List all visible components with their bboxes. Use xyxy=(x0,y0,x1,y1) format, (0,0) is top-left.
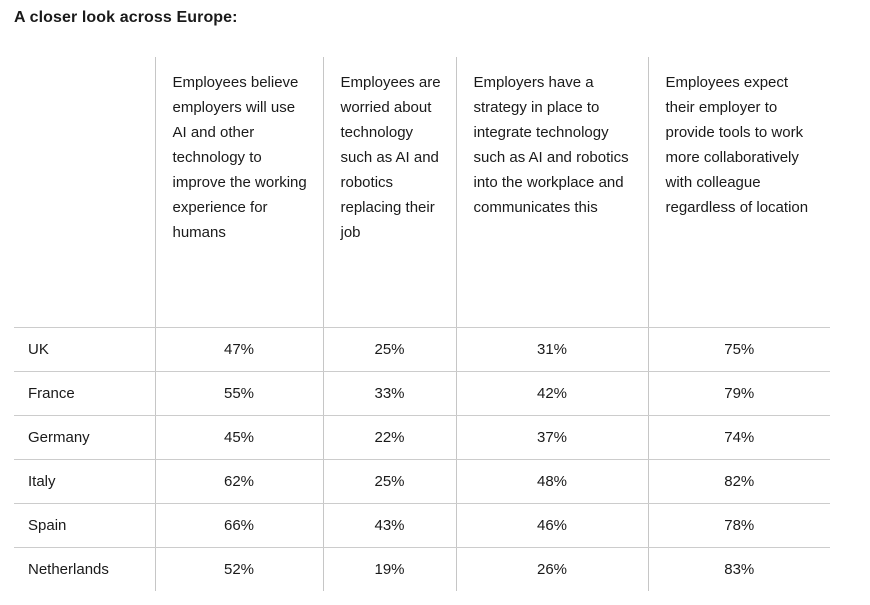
table-cell: 74% xyxy=(647,415,830,460)
table-cell: 48% xyxy=(455,459,648,504)
table-row-france: France 55% 33% 42% 79% xyxy=(14,371,830,416)
column-header-collaboration-tools: Employees expect their employer to provi… xyxy=(647,57,830,328)
table-cell: 33% xyxy=(322,371,456,416)
row-label: France xyxy=(14,371,155,416)
header-corner-cell xyxy=(14,57,155,328)
europe-comparison-table: Employees believe employers will use AI … xyxy=(14,57,830,591)
row-label: Germany xyxy=(14,415,155,460)
table-cell: 37% xyxy=(455,415,648,460)
table-cell: 46% xyxy=(455,503,648,548)
row-label: UK xyxy=(14,327,155,372)
table-cell: 25% xyxy=(322,459,456,504)
table-cell: 66% xyxy=(154,503,323,548)
table-row-spain: Spain 66% 43% 46% 78% xyxy=(14,503,830,548)
column-header-strategy: Employers have a strategy in place to in… xyxy=(455,57,648,328)
table-cell: 31% xyxy=(455,327,648,372)
table-cell: 52% xyxy=(154,547,323,591)
table-row-uk: UK 47% 25% 31% 75% xyxy=(14,327,830,372)
table-cell: 79% xyxy=(647,371,830,416)
header-row: Employees believe employers will use AI … xyxy=(14,57,830,328)
table-cell: 82% xyxy=(647,459,830,504)
column-header-ai-improve: Employees believe employers will use AI … xyxy=(154,57,323,328)
table-cell: 26% xyxy=(455,547,648,591)
table-row-netherlands: Netherlands 52% 19% 26% 83% xyxy=(14,547,830,591)
table-cell: 25% xyxy=(322,327,456,372)
row-label: Italy xyxy=(14,459,155,504)
table-cell: 83% xyxy=(647,547,830,591)
column-header-worried-replacing: Employees are worried about technology s… xyxy=(322,57,456,328)
table-cell: 42% xyxy=(455,371,648,416)
table-cell: 43% xyxy=(322,503,456,548)
table-cell: 55% xyxy=(154,371,323,416)
table-cell: 75% xyxy=(647,327,830,372)
table-cell: 47% xyxy=(154,327,323,372)
table-row-italy: Italy 62% 25% 48% 82% xyxy=(14,459,830,504)
table-cell: 45% xyxy=(154,415,323,460)
table-cell: 19% xyxy=(322,547,456,591)
table-row-germany: Germany 45% 22% 37% 74% xyxy=(14,415,830,460)
page-title: A closer look across Europe: xyxy=(14,9,238,26)
row-label: Netherlands xyxy=(28,560,109,578)
row-label: Spain xyxy=(14,503,155,548)
table-cell: 78% xyxy=(647,503,830,548)
table-cell: 62% xyxy=(154,459,323,504)
table-cell: 22% xyxy=(322,415,456,460)
